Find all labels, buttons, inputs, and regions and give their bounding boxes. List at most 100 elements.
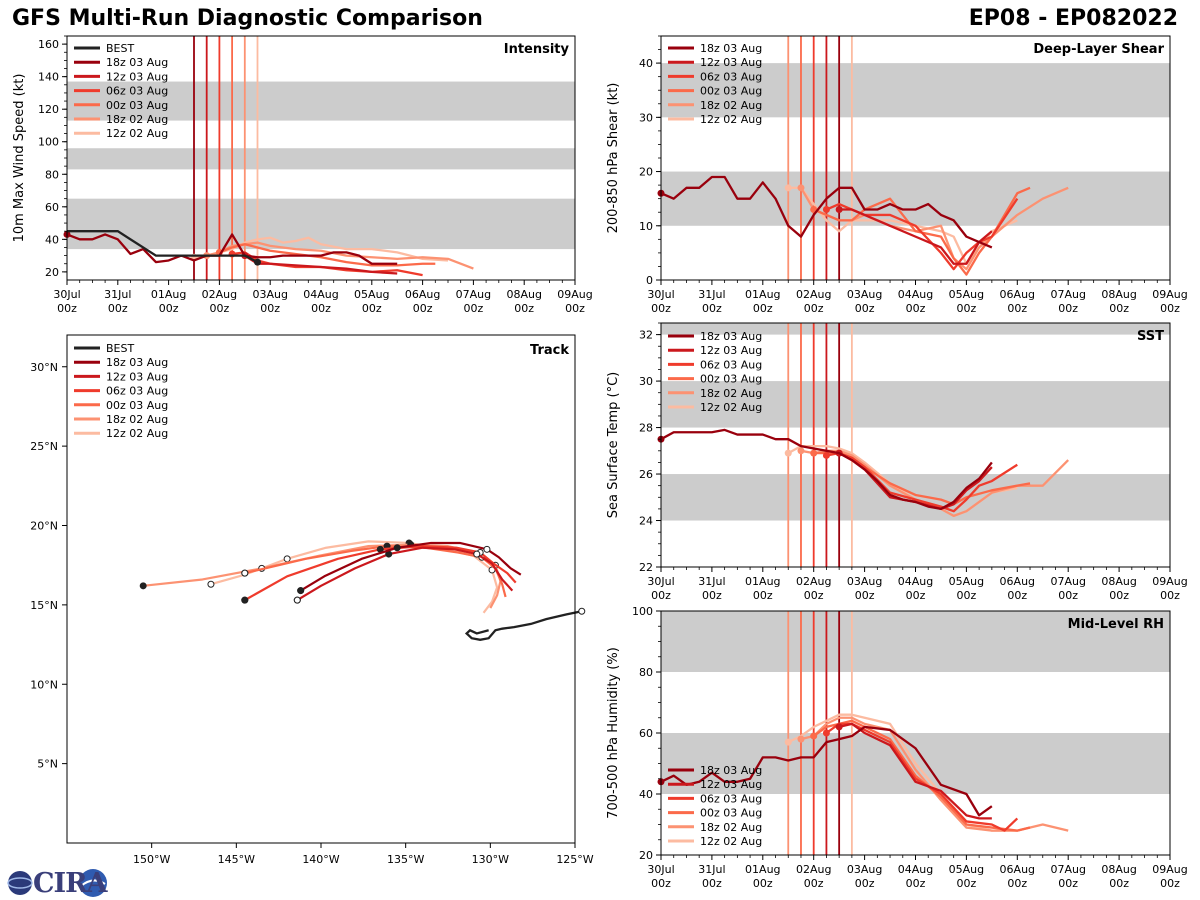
track-xtick-label: 145°W [218, 853, 255, 866]
rh-xtick-day: 01Aug [745, 863, 780, 876]
track-run-point [483, 545, 491, 553]
intensity-xtick-day: 06Aug [405, 288, 440, 301]
shear-legend-label-3: 00z 03 Aug [700, 85, 762, 98]
rh-xtick-day: 02Aug [796, 863, 831, 876]
shear-xtick-hour: 00z [1160, 302, 1180, 315]
rh-xtick-day: 31Jul [698, 863, 725, 876]
intensity-legend-label-1: 12z 03 Aug [106, 70, 168, 83]
intensity-xtick-hour: 00z [108, 302, 128, 315]
rh-legend-label-3: 00z 03 Aug [700, 807, 762, 820]
intensity-ytick-label: 20 [45, 266, 59, 279]
rh-xtick-hour: 00z [804, 877, 824, 890]
intensity-xtick-hour: 00z [260, 302, 280, 315]
intensity-legend-best: BEST [106, 42, 134, 55]
sst-run-start-5 [784, 449, 792, 457]
sst-run-start-4 [797, 447, 805, 455]
intensity-xtick-day: 03Aug [252, 288, 287, 301]
shear-run-start-5 [784, 184, 792, 192]
shear-xtick-day: 01Aug [745, 288, 780, 301]
sst-xtick-day: 05Aug [949, 575, 984, 588]
rh-ytick-label: 20 [639, 849, 653, 862]
shear-xtick-hour: 00z [855, 302, 875, 315]
sst-xtick-hour: 00z [1058, 589, 1078, 602]
sst-title: SST [1137, 329, 1164, 344]
rh-title: Mid-Level RH [1068, 617, 1164, 632]
sst-xtick-day: 07Aug [1050, 575, 1085, 588]
intensity-legend-label-0: 18z 03 Aug [106, 56, 168, 69]
sst-ytick-label: 22 [639, 561, 653, 574]
shear-run-start-1 [835, 206, 843, 214]
rh-xtick-day: 07Aug [1050, 863, 1085, 876]
track-title: Track [530, 343, 569, 358]
track-ytick-label: 10°N [30, 678, 58, 691]
sst-ytick-label: 30 [639, 375, 653, 388]
track-run-1 [296, 546, 514, 602]
rh-band-1 [661, 611, 1170, 672]
track-run-2 [244, 545, 517, 602]
shear-ytick-label: 0 [646, 274, 653, 287]
shear-xtick-hour: 00z [804, 302, 824, 315]
shear-xtick-day: 07Aug [1050, 288, 1085, 301]
sst-xtick-hour: 00z [702, 589, 722, 602]
satellite-icon [79, 869, 107, 897]
rh-xtick-hour: 00z [1160, 877, 1180, 890]
rh-xtick-hour: 00z [906, 877, 926, 890]
rh-run-start-3 [810, 732, 818, 740]
rh-xtick-day: 06Aug [1000, 863, 1035, 876]
intensity-legend-label-4: 18z 02 Aug [106, 113, 168, 126]
intensity-ytick-label: 140 [38, 71, 59, 84]
sst-xtick-day: 30Jul [647, 575, 674, 588]
intensity-xtick-hour: 00z [57, 302, 77, 315]
intensity-run-0 [66, 233, 398, 265]
shear-xtick-day: 08Aug [1101, 288, 1136, 301]
track-run-end [241, 596, 249, 604]
track-run-end [207, 580, 215, 588]
sst-band-0 [661, 474, 1170, 521]
sst-xtick-hour: 00z [651, 589, 671, 602]
intensity-xtick-day: 04Aug [303, 288, 338, 301]
shear-run-3 [813, 186, 1031, 276]
intensity-ytick-label: 40 [45, 233, 59, 246]
intensity-ylabel: 10m Max Wind Speed (kt) [12, 74, 27, 243]
track-ytick-label: 25°N [30, 440, 58, 453]
rh-legend-label-4: 18z 02 Aug [700, 821, 762, 834]
shear-xtick-day: 04Aug [898, 288, 933, 301]
shear-xtick-hour: 00z [1058, 302, 1078, 315]
shear-ytick-label: 20 [639, 166, 653, 179]
sst-xtick-day: 06Aug [1000, 575, 1035, 588]
rh-xtick-hour: 00z [1058, 877, 1078, 890]
track-run-point [473, 550, 481, 558]
track-legend-label-5: 12z 02 Aug [106, 427, 168, 440]
shear-xtick-hour: 00z [906, 302, 926, 315]
intensity-xtick-hour: 00z [210, 302, 230, 315]
intensity-ytick-label: 60 [45, 201, 59, 214]
intensity-band-0 [67, 198, 575, 250]
track-plot-area [67, 335, 575, 843]
sst-ytick-label: 26 [639, 468, 653, 481]
cira-logo: CIRA [5, 866, 109, 900]
shear-run-0 [660, 175, 993, 249]
intensity-xtick-day: 05Aug [354, 288, 389, 301]
rh-ytick-label: 100 [632, 605, 653, 618]
track-xtick-label: 135°W [387, 853, 424, 866]
sst-ytick-label: 32 [639, 329, 653, 342]
shear-xtick-day: 06Aug [1000, 288, 1035, 301]
rh-ytick-label: 80 [639, 666, 653, 679]
track-run-0 [300, 541, 522, 592]
intensity-xtick-hour: 00z [565, 302, 585, 315]
sst-xtick-hour: 00z [753, 589, 773, 602]
track-run-4 [143, 543, 502, 609]
rh-xtick-hour: 00z [855, 877, 875, 890]
rh-ylabel: 700-500 hPa Humidity (%) [606, 647, 621, 819]
intensity-xtick-day: 07Aug [456, 288, 491, 301]
sst-xtick-day: 01Aug [745, 575, 780, 588]
shear-xtick-hour: 00z [651, 302, 671, 315]
intensity-ytick-label: 160 [38, 38, 59, 51]
shear-xtick-day: 05Aug [949, 288, 984, 301]
track-ytick-label: 5°N [37, 758, 58, 771]
shear-legend-label-1: 12z 03 Aug [700, 56, 762, 69]
track-legend-best: BEST [106, 342, 134, 355]
